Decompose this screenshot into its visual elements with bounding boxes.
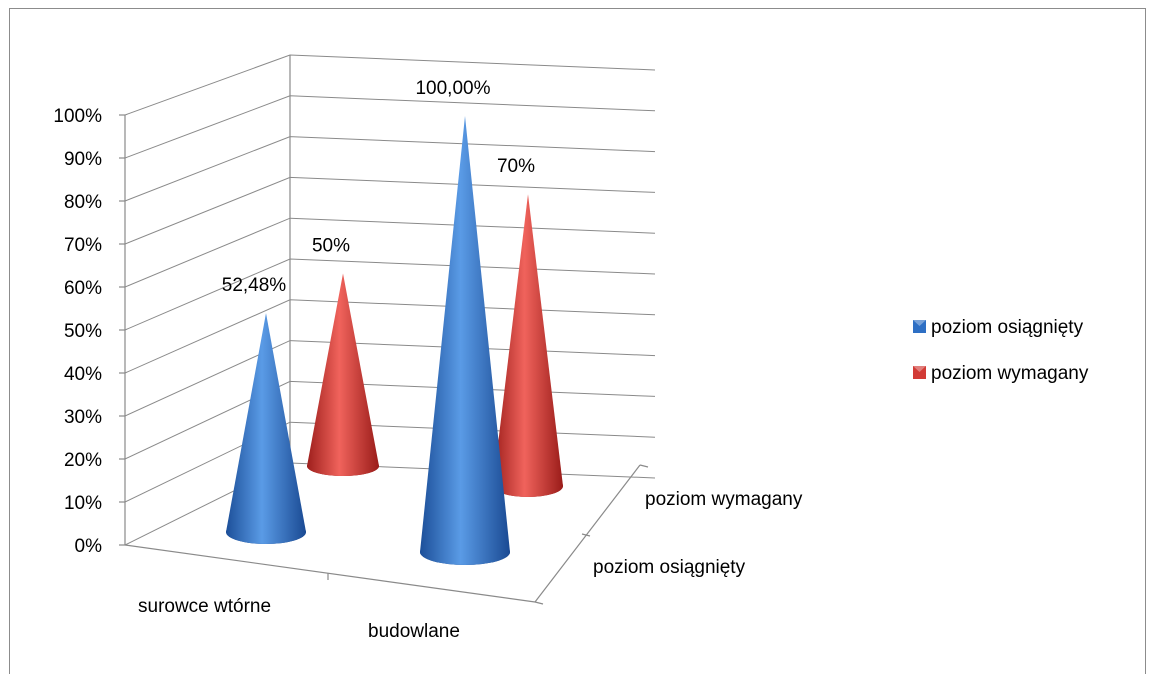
- gridline: [124, 217, 656, 288]
- category-label: budowlane: [368, 621, 460, 642]
- data-label: 52,48%: [222, 275, 287, 296]
- legend-swatch-highlight: [913, 366, 926, 372]
- y-tick-label: 60%: [64, 278, 102, 299]
- legend-label: poziom osiągnięty: [931, 317, 1084, 338]
- data-label: 50%: [312, 236, 350, 257]
- y-tick-label: 90%: [64, 149, 102, 170]
- y-tick-label: 30%: [64, 407, 102, 428]
- gridline: [124, 421, 656, 503]
- y-tick-label: 70%: [64, 235, 102, 256]
- gridline: [124, 380, 656, 460]
- y-tick-label: 80%: [64, 192, 102, 213]
- legend-swatch: [913, 366, 926, 379]
- depth-axis-label: poziom osiągnięty: [593, 557, 746, 578]
- depth-tick: [534, 601, 544, 605]
- depth-tick: [581, 533, 591, 537]
- cone: [226, 313, 306, 544]
- cone: [307, 273, 379, 476]
- floor-right-edge: [534, 464, 641, 603]
- cone: [493, 194, 563, 497]
- depth-tick: [639, 464, 649, 468]
- gridline: [124, 54, 656, 116]
- legend-label: poziom wymagany: [931, 363, 1089, 384]
- chart-walls: [124, 54, 656, 605]
- y-tick-label: 10%: [64, 493, 102, 514]
- legend-swatch-highlight: [913, 320, 926, 326]
- depth-axis-label: poziom wymagany: [645, 489, 803, 510]
- cone: [420, 116, 510, 565]
- chart-cones: [226, 116, 563, 565]
- legend: poziom osiągnięty poziom wymagany: [913, 317, 1089, 384]
- y-axis-ticks: 0% 10% 20% 30% 40% 50% 60% 70% 80% 90% 100%: [53, 106, 125, 557]
- y-tick-label: 50%: [64, 321, 102, 342]
- y-tick-label: 0%: [75, 536, 103, 557]
- gridline: [124, 340, 656, 417]
- y-tick-label: 100%: [53, 106, 102, 127]
- chart-text-labels: 50% 70% 52,48% 100,00% surowce wtórne budowla…: [138, 78, 803, 642]
- gridline: [124, 136, 656, 202]
- gridline: [124, 299, 656, 374]
- floor-front-edge: [124, 544, 536, 603]
- gridline: [124, 176, 656, 245]
- chart-frame: [9, 8, 1146, 674]
- category-label: surowce wtórne: [138, 596, 271, 617]
- legend-swatch: [913, 320, 926, 333]
- gridline: [124, 258, 656, 331]
- y-tick-label: 20%: [64, 450, 102, 471]
- data-label: 70%: [497, 156, 535, 177]
- data-label: 100,00%: [415, 78, 490, 99]
- gridline: [124, 462, 656, 546]
- y-tick-label: 40%: [64, 364, 102, 385]
